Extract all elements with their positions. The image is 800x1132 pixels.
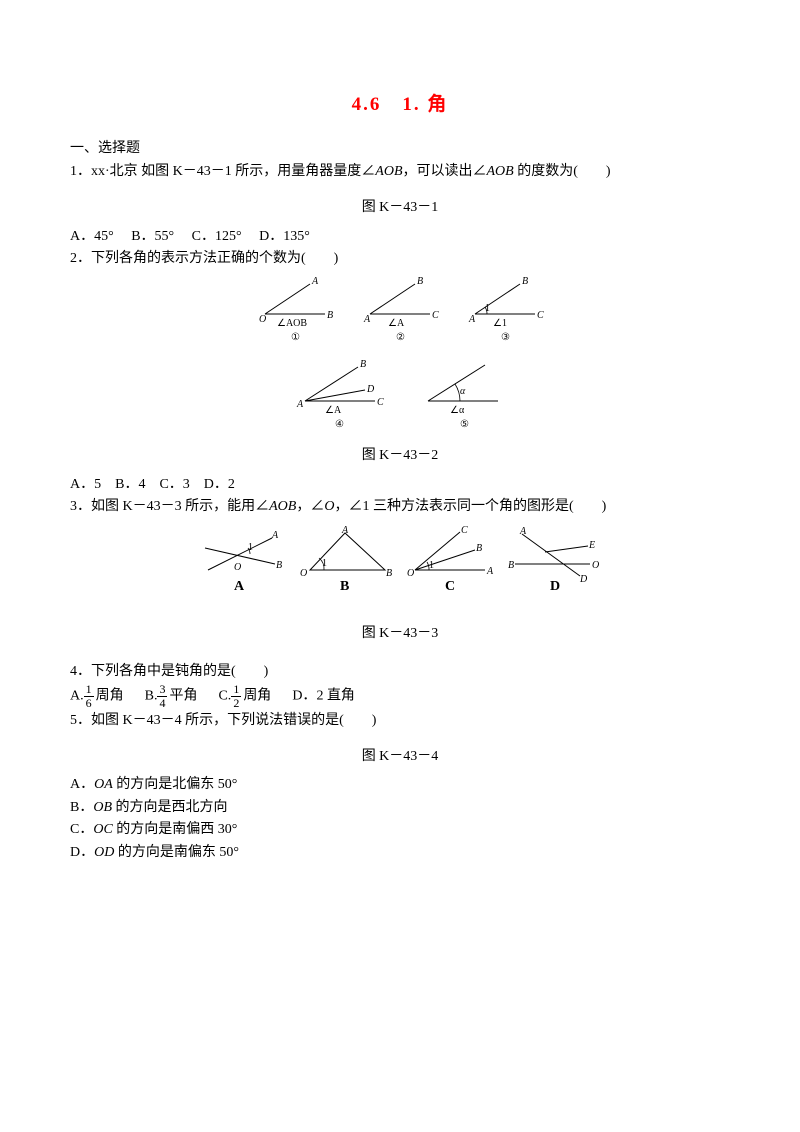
q2-d4-D: D: [366, 384, 375, 395]
q5-stem: 5．如图 K－43－4 所示，下列说法错误的是( ): [70, 710, 730, 732]
q2-d1-O: O: [259, 314, 266, 325]
svg-text:A: A: [341, 525, 349, 536]
q2-d4-angle: ∠A: [325, 405, 342, 416]
q2-diagram-row2: A B D C ∠A ④ α ∠α ⑤: [70, 357, 730, 439]
q2-diagram-row1: O A B ∠AOB ① A B C ∠A ② 1: [70, 274, 730, 352]
q3-label-D: D: [550, 579, 560, 594]
svg-text:1: 1: [248, 542, 253, 553]
q4-stem: 4．下列各角中是钝角的是( ): [70, 661, 730, 683]
q2-d4-A: A: [296, 399, 304, 410]
q3-diagrams: 1 A B O A 1 A O B B 1: [70, 522, 730, 616]
q2-d3-B: B: [522, 276, 528, 287]
q3-stem: 3．如图 K－43－3 所示，能用∠AOB，∠O，∠1 三种方法表示同一个角的图…: [70, 496, 730, 518]
svg-text:1: 1: [429, 560, 434, 571]
q2-d1-circ: ①: [291, 332, 300, 343]
q2-d3-arc: 1: [485, 303, 490, 314]
q4-options: A.16周角 B.34平角 C.12周角 D．2 直角: [70, 683, 730, 709]
q2-d5-arc: α: [460, 386, 466, 397]
svg-text:O: O: [234, 562, 241, 573]
q2-d3-O: A: [468, 314, 476, 325]
q4-optC-suf: 周角: [243, 689, 271, 704]
q2-d3-angle: ∠1: [493, 318, 507, 329]
q3-label-C: C: [445, 579, 455, 594]
svg-text:A: A: [271, 530, 279, 541]
q2-options: A．5 B．4 C．3 D．2: [70, 474, 730, 496]
q4-optA-den: 6: [84, 697, 94, 710]
q2-d4-circ: ④: [335, 419, 344, 430]
q3-fig-caption: 图 K－43－3: [70, 623, 730, 645]
q2-d4-C: C: [377, 397, 384, 408]
q1-fig-caption: 图 K－43－1: [70, 197, 730, 219]
q5-optD: D．OD 的方向是南偏东 50°: [70, 842, 730, 864]
svg-text:A: A: [486, 566, 494, 577]
q4-optC-den: 2: [231, 697, 241, 710]
svg-text:B: B: [276, 560, 282, 571]
q4-optB-suf: 平角: [169, 689, 197, 704]
svg-text:O: O: [300, 568, 307, 579]
svg-text:B: B: [386, 568, 392, 579]
q5-optB: B．OB 的方向是西北方向: [70, 797, 730, 819]
q2-d5-circ: ⑤: [460, 419, 469, 430]
q4-optA-num: 1: [84, 683, 94, 697]
q4-optD-letter: D．: [292, 689, 316, 704]
svg-text:A: A: [519, 526, 527, 537]
q2-d1-angle: ∠AOB: [277, 318, 307, 329]
q2-d5-angle: ∠α: [450, 405, 465, 416]
section-heading: 一、选择题: [70, 138, 730, 160]
q2-d2-O: A: [363, 314, 371, 325]
q3-label-A: A: [234, 579, 245, 594]
q1-stem: 1．xx·北京 如图 K－43－1 所示，用量角器量度∠AOB，可以读出∠AOB…: [70, 161, 730, 183]
svg-text:E: E: [588, 540, 595, 551]
q4-optC-letter: C.: [218, 689, 231, 704]
svg-text:D: D: [579, 574, 588, 585]
q4-optA-suf: 周角: [96, 689, 124, 704]
q2-d4-B: B: [360, 359, 366, 370]
q2-d2-circ: ②: [396, 332, 405, 343]
q4-optC-num: 1: [231, 683, 241, 697]
svg-text:O: O: [407, 568, 414, 579]
svg-text:B: B: [508, 560, 514, 571]
q4-optB-num: 3: [157, 683, 167, 697]
q2-d2-angle: ∠A: [388, 318, 405, 329]
q1-options: A．45° B．55° C．125° D．135°: [70, 226, 730, 248]
q2-d3-circ: ③: [501, 332, 510, 343]
svg-text:C: C: [461, 525, 468, 536]
q2-d1-A: A: [311, 276, 319, 287]
page-title: 4.6 1. 角: [70, 90, 730, 120]
q2-d2-C: C: [432, 310, 439, 321]
q4-optB-letter: B.: [145, 689, 158, 704]
q2-stem: 2．下列各角的表示方法正确的个数为( ): [70, 248, 730, 270]
q4-optD-plain: 2 直角: [316, 689, 355, 704]
q5-optC: C．OC 的方向是南偏西 30°: [70, 819, 730, 841]
svg-text:B: B: [476, 543, 482, 554]
q5-fig-caption: 图 K－43－4: [70, 746, 730, 768]
q4-optB-den: 4: [157, 697, 167, 710]
q2-d3-C: C: [537, 310, 544, 321]
svg-text:O: O: [592, 560, 599, 571]
q2-fig-caption: 图 K－43－2: [70, 445, 730, 467]
q5-optA: A．OA 的方向是北偏东 50°: [70, 774, 730, 796]
q4-optA-letter: A.: [70, 689, 84, 704]
q2-d1-B: B: [327, 310, 333, 321]
q3-label-B: B: [340, 579, 349, 594]
svg-text:1: 1: [322, 558, 327, 569]
q2-d2-B: B: [417, 276, 423, 287]
